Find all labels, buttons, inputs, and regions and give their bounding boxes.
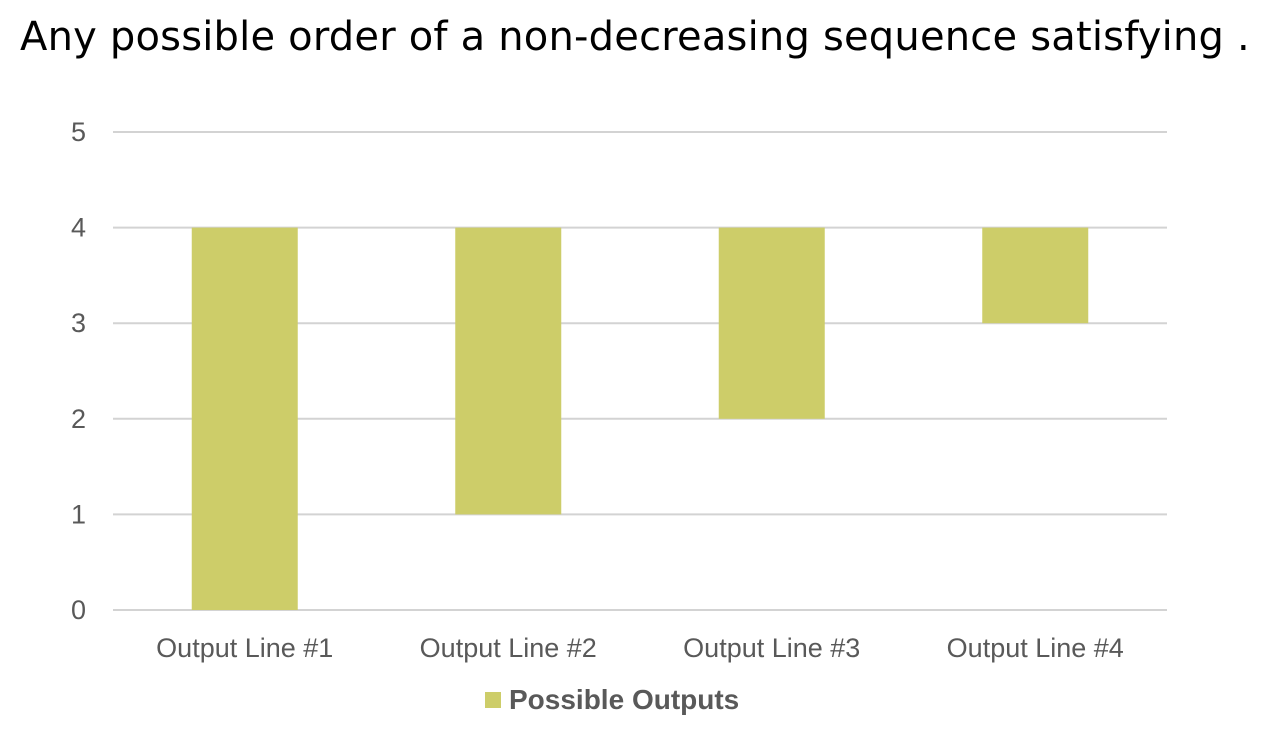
legend-label: Possible Outputs — [509, 684, 740, 715]
y-tick-label: 1 — [71, 499, 86, 529]
x-tick-label: Output Line #3 — [683, 633, 860, 663]
y-tick-label: 0 — [71, 595, 86, 625]
bar-3 — [718, 227, 825, 419]
x-tick-label: Output Line #2 — [420, 633, 597, 663]
x-tick-label: Output Line #1 — [156, 633, 333, 663]
bar-2 — [455, 227, 562, 515]
legend-swatch — [485, 692, 501, 708]
x-tick-label: Output Line #4 — [947, 633, 1124, 663]
legend: Possible Outputs — [485, 684, 739, 716]
slide-title: Any possible order of a non-decreasing s… — [20, 14, 1264, 60]
x-axis-tick-labels: Output Line #1 Output Line #2 Output Line … — [156, 633, 1124, 663]
y-tick-label: 2 — [71, 404, 86, 434]
bars — [191, 227, 1089, 610]
bar-1 — [191, 227, 298, 610]
y-tick-label: 4 — [71, 213, 86, 243]
y-tick-label: 5 — [71, 117, 86, 147]
bar-4 — [982, 227, 1089, 324]
y-tick-label: 3 — [71, 308, 86, 338]
y-axis-tick-labels: 0 1 2 3 4 5 — [71, 117, 86, 625]
